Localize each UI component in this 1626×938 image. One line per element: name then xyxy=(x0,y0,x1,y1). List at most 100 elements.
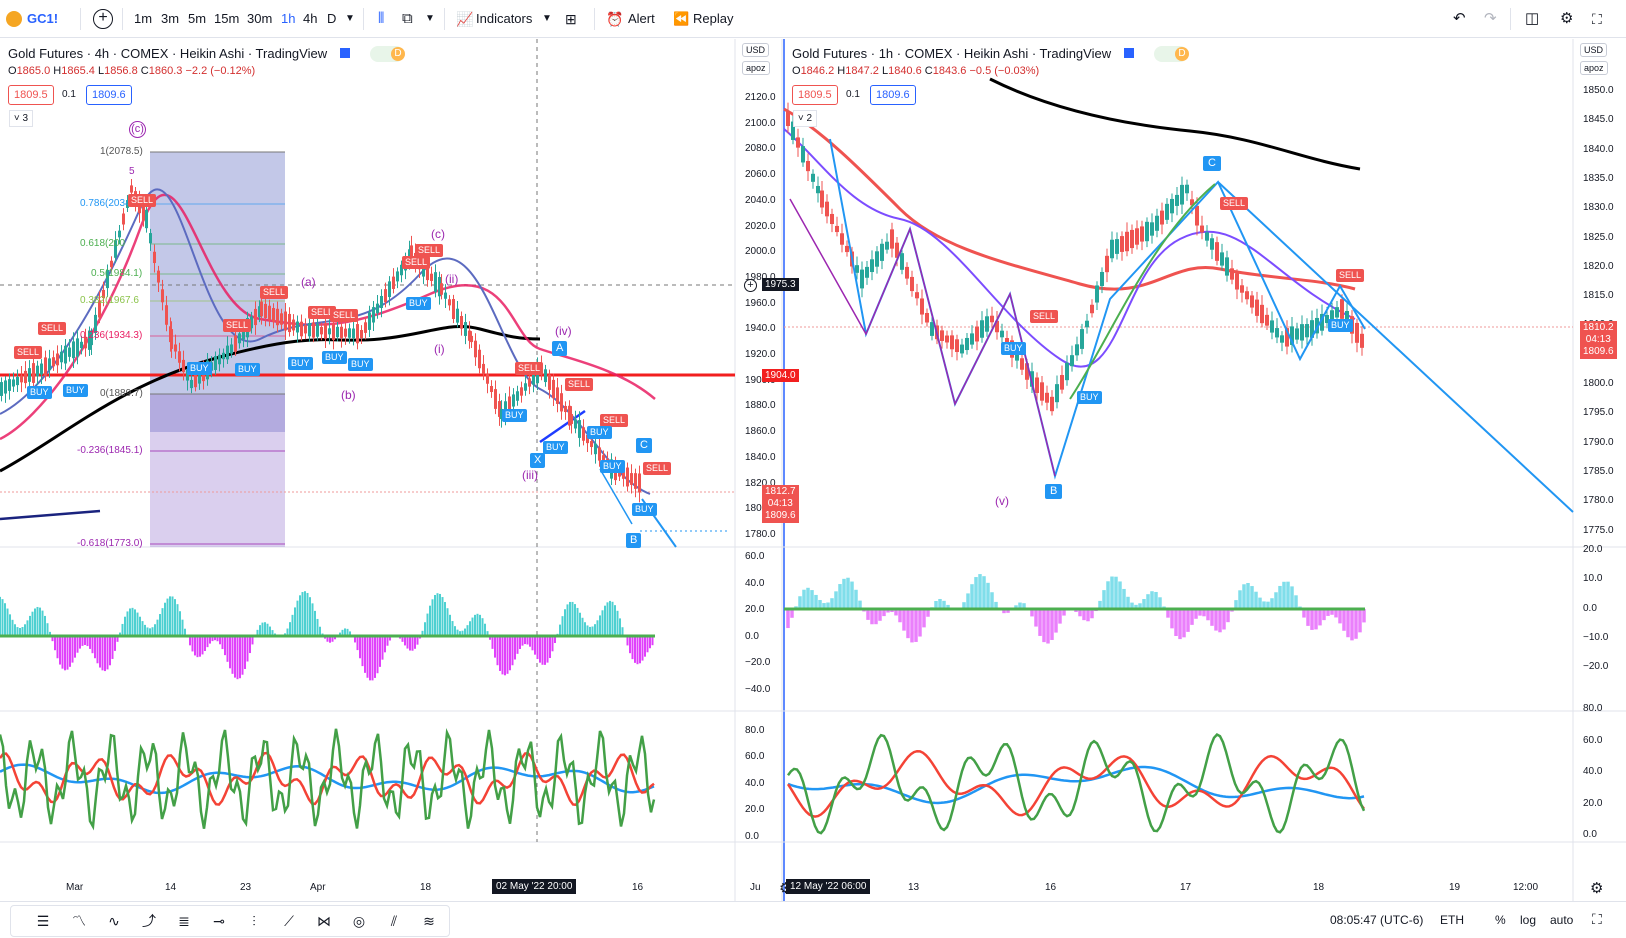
interval-1h[interactable]: 1h xyxy=(281,11,296,26)
fullscreen-toggle-icon[interactable]: ⛶ xyxy=(1592,911,1602,927)
indicators-icon[interactable]: 📈 xyxy=(456,11,474,27)
right-osc2-tick: 60.0 xyxy=(1583,734,1603,746)
left-osc2-tick: 80.0 xyxy=(745,725,765,736)
charts-canvas[interactable] xyxy=(0,39,1626,901)
sell-signal: SELL xyxy=(402,256,431,269)
right-oscillator-lines[interactable] xyxy=(786,733,1366,835)
right-sell-button[interactable]: 1809.5 xyxy=(792,85,838,105)
sell-signal: SELL xyxy=(14,346,43,359)
bar-style-icon[interactable]: ⫴ xyxy=(378,10,385,27)
interval-5m[interactable]: 5m xyxy=(188,11,207,26)
left-scale-mode-button[interactable]: apoz xyxy=(742,61,770,75)
right-date-label: 17 xyxy=(1180,882,1192,893)
left-date-label: 23 xyxy=(240,882,252,893)
buy-signal: BUY xyxy=(632,503,657,516)
right-price-tick: 1815.0 xyxy=(1583,290,1614,302)
abc-pattern-icon[interactable]: 〽 xyxy=(72,913,86,929)
left-buy-button[interactable]: 1809.6 xyxy=(86,85,132,105)
buy-signal: BUY xyxy=(1328,319,1353,332)
right-scale-mode-button[interactable]: apoz xyxy=(1580,61,1608,75)
fullscreen-icon[interactable]: ⛶ xyxy=(1592,11,1602,27)
session-button[interactable]: ETH xyxy=(1440,913,1464,927)
wave-label: (ii) xyxy=(445,272,459,286)
vertical-lines-icon[interactable]: ⫶ xyxy=(252,913,256,929)
left-date-label: 16 xyxy=(632,882,644,893)
left-crosshair-price: 1975.3 xyxy=(762,278,799,291)
left-price-tick: 1800.0 xyxy=(745,503,776,515)
right-collapse-button[interactable]: ˅ 2 xyxy=(793,110,817,127)
clock-display[interactable]: 08:05:47 (UTC-6) xyxy=(1330,913,1424,927)
left-oscillator-histogram[interactable] xyxy=(0,591,654,681)
left-price-tick: 1860.0 xyxy=(745,426,776,438)
trend-line-icon[interactable]: ⟋ xyxy=(284,913,294,929)
right-date-label: 13 xyxy=(908,882,920,893)
left-price-tick: 2040.0 xyxy=(745,194,776,206)
right-last-price-box: 1810.2 04:13 1809.6 xyxy=(1580,321,1617,359)
buy-signal: BUY xyxy=(63,384,88,397)
chart-type-dropdown-icon[interactable]: ▼ xyxy=(425,13,435,24)
xabcd-pattern-icon[interactable]: ⋈ xyxy=(317,913,331,929)
crosshair-add-icon[interactable]: + xyxy=(744,279,757,292)
replay-button[interactable]: Replay xyxy=(693,11,734,26)
horizontal-lines-icon[interactable]: ☰ xyxy=(36,913,50,929)
settings-gear-icon[interactable]: ⚙ xyxy=(1560,10,1574,27)
left-oscillator-lines[interactable] xyxy=(0,728,656,831)
right-axis-settings-icon[interactable]: ⚙ xyxy=(1590,880,1604,897)
symbol-search-button[interactable]: GC1! xyxy=(27,11,59,26)
left-price-pane[interactable] xyxy=(0,39,735,842)
left-osc1-tick: −20.0 xyxy=(745,657,771,669)
sell-signal: SELL xyxy=(643,462,672,475)
chart-area[interactable]: Gold Futures · 4h · COMEX · Heikin Ashi … xyxy=(0,39,1626,901)
buy-signal: BUY xyxy=(1001,342,1026,355)
replay-icon[interactable]: ⏪ xyxy=(673,11,690,26)
indicators-dropdown-icon[interactable]: ▼ xyxy=(542,13,552,24)
interval-dropdown-icon[interactable]: ▼ xyxy=(345,13,355,24)
left-date-label: Mar xyxy=(66,882,84,893)
left-price-tick: 1920.0 xyxy=(745,349,776,360)
parallel-channel-icon[interactable]: ⫽ xyxy=(390,913,398,929)
left-collapse-button[interactable]: ˅ 3 xyxy=(9,110,33,127)
interval-4h[interactable]: 4h xyxy=(303,11,318,26)
right-currency-button[interactable]: USD xyxy=(1580,43,1608,57)
templates-icon[interactable]: ⊞ xyxy=(565,11,577,27)
right-candles xyxy=(786,102,1364,416)
layout-icon[interactable]: ◫ xyxy=(1525,10,1540,27)
right-price-tick: 1845.0 xyxy=(1583,114,1614,126)
interval-1m[interactable]: 1m xyxy=(134,11,153,26)
indicators-button[interactable]: Indicators xyxy=(476,11,533,26)
right-osc2-tick: 20.0 xyxy=(1583,797,1603,809)
candle-style-icon[interactable]: ⧉ xyxy=(402,10,413,27)
compare-add-icon[interactable]: + xyxy=(93,9,113,29)
left-currency-button[interactable]: USD xyxy=(742,43,770,57)
percent-scale-button[interactable]: % xyxy=(1495,913,1506,927)
log-scale-button[interactable]: log xyxy=(1520,913,1537,927)
right-price-pane[interactable] xyxy=(783,77,1574,513)
fib-label-0: 0(1889.7) xyxy=(100,388,143,399)
interval-3m[interactable]: 3m xyxy=(161,11,180,26)
horizontal-ray-icon[interactable]: ⊸ xyxy=(213,913,225,929)
elliott-wave-icon[interactable]: ∿ xyxy=(108,913,120,929)
right-osc2-tick: 40.0 xyxy=(1583,766,1603,778)
interval-15m[interactable]: 15m xyxy=(214,11,240,26)
regression-icon[interactable]: ≋ xyxy=(423,913,435,929)
left-osc1-tick: 20.0 xyxy=(745,604,765,616)
undo-icon[interactable]: ↶ xyxy=(1453,10,1466,27)
right-buy-button[interactable]: 1809.6 xyxy=(870,85,916,105)
right-badge: D xyxy=(1175,47,1189,61)
fib-label-05: 0.5(1984.1) xyxy=(91,268,143,279)
auto-scale-button[interactable]: auto xyxy=(1550,913,1574,927)
left-sell-button[interactable]: 1809.5 xyxy=(8,85,54,105)
left-crosshair-date: 02 May '22 20:00 xyxy=(492,879,577,894)
redo-icon[interactable]: ↷ xyxy=(1484,10,1497,27)
left-osc1-tick: −40.0 xyxy=(745,684,771,695)
fib-retracement-icon[interactable]: ≣ xyxy=(178,913,190,929)
interval-d[interactable]: D xyxy=(327,11,337,26)
path-icon[interactable]: ⤴ xyxy=(142,913,156,929)
alert-button[interactable]: Alert xyxy=(628,11,655,26)
sell-signal: SELL xyxy=(565,378,594,391)
interval-30m[interactable]: 30m xyxy=(247,11,273,26)
alert-icon[interactable]: ⏰ xyxy=(606,11,624,27)
right-date-label: 18 xyxy=(1313,882,1325,893)
circle-tool-icon[interactable]: ◎ xyxy=(352,913,366,929)
buy-signal: BUY xyxy=(502,409,527,422)
